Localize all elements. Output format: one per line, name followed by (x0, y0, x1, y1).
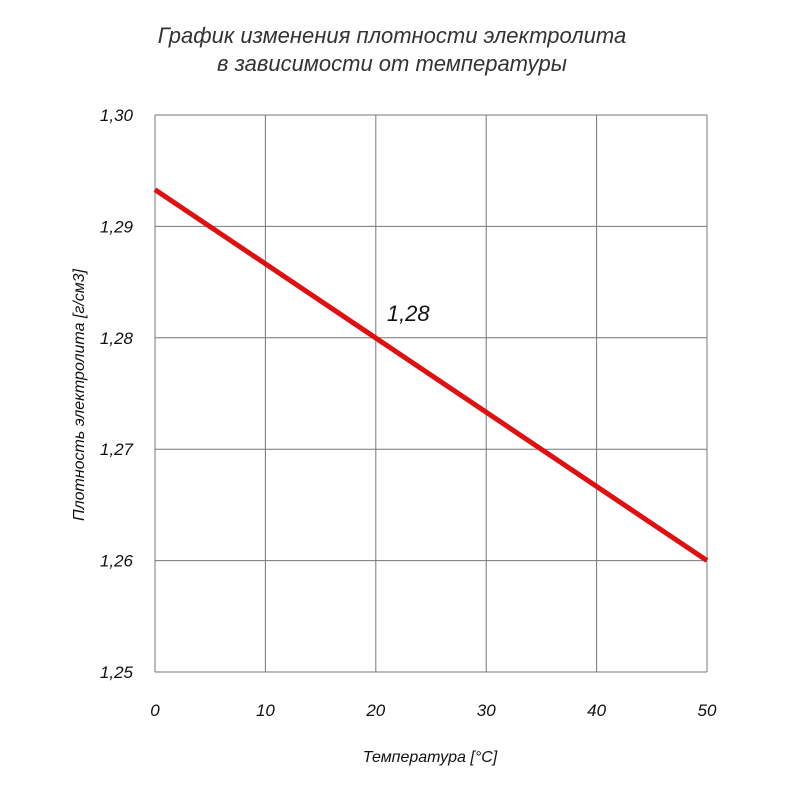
annotations: 1,28 (387, 301, 431, 326)
y-tick-label: 1,29 (100, 217, 134, 236)
x-tick-label: 40 (587, 701, 606, 720)
y-tick-label: 1,28 (100, 329, 134, 348)
x-axis-label: Температура [°C] (363, 749, 498, 766)
y-tick-label: 1,25 (100, 663, 134, 682)
x-tick-label: 0 (150, 701, 160, 720)
tick-labels: 0 10 20 30 40 50 1,25 1,26 1,27 1,28 1,29 1,30 (100, 106, 717, 720)
y-tick-label: 1,27 (100, 440, 134, 459)
chart-grid (154, 114, 708, 673)
chart-title: График изменения плотности электролита в… (0, 22, 800, 78)
annotation-label: 1,28 (387, 301, 431, 326)
series-line (153, 187, 709, 563)
x-tick-label: 30 (477, 701, 496, 720)
y-tick-label: 1,26 (100, 552, 134, 571)
series-lines (153, 187, 709, 563)
y-axis-label: Плотность электролита [г/см3] (71, 268, 88, 521)
chart-title-line-1: График изменения плотности электролита (157, 23, 627, 48)
x-tick-label: 50 (698, 701, 717, 720)
chart-title-line-2: в зависимости от температуры (217, 51, 567, 76)
x-tick-label: 20 (365, 701, 385, 720)
y-tick-label: 1,30 (100, 106, 134, 125)
x-tick-label: 10 (256, 701, 275, 720)
